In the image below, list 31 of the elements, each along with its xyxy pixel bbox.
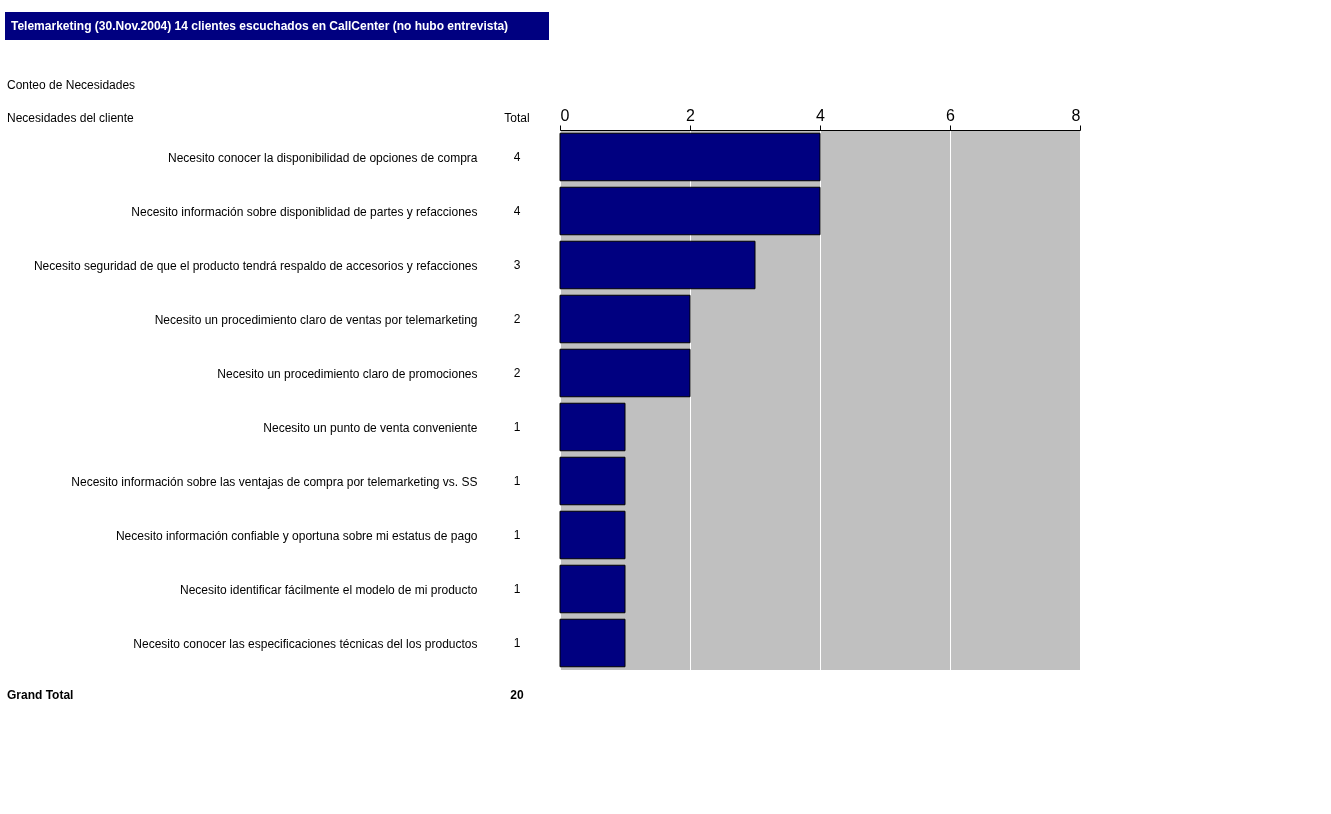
y-axis-title: Necesidades del cliente (7, 111, 135, 125)
y-tick-label: Necesito un punto de venta conveniente (263, 420, 478, 435)
text: 20 (510, 688, 524, 702)
data-label: 1 (513, 420, 521, 434)
data-label: 3 (513, 258, 521, 272)
x-tick-label: 0 (560, 106, 570, 124)
x-axis-title: Total (504, 111, 530, 125)
data-label: 2 (513, 312, 521, 326)
y-tick-label: Necesito seguridad de que el producto tendrá respaldo de accesorios y refacciones (33, 258, 478, 273)
x-tick-label: 6 (946, 106, 956, 124)
y-tick-label: Necesito información sobre las ventajas de compra por telemarketing vs. SS (71, 474, 478, 489)
data-label: 4 (513, 150, 521, 164)
x-tick-label: 2 (686, 106, 696, 124)
text: Conteo de Necesidades (7, 78, 136, 92)
data-label: 1 (513, 636, 521, 650)
y-tick-label: Necesito conocer las especificaciones técnicas del los productos (133, 636, 478, 651)
y-tick-label: Necesito un procedimiento claro de ventas por telemarketing (154, 312, 478, 327)
data-label: 2 (513, 366, 521, 380)
y-tick-label: Necesito información sobre disponiblidad de partes y refacciones (131, 204, 478, 219)
y-tick-label: Necesito información confiable y oportuna sobre mi estatus de pago (115, 528, 478, 543)
y-tick-label: Necesito conocer la disponibilidad de opciones de compra (167, 150, 478, 165)
x-tick-label: 4 (816, 106, 826, 124)
data-label: 4 (513, 204, 521, 218)
y-tick-label: Necesito un procedimiento claro de promociones (217, 366, 478, 381)
data-label: 1 (513, 582, 521, 596)
data-label: 1 (513, 528, 521, 542)
y-tick-label: Necesito identificar fácilmente el modelo de mi producto (180, 582, 478, 597)
x-tick-label: 8 (1071, 106, 1081, 124)
text: Grand Total (7, 688, 74, 702)
text: Telemarketing (30.Nov.2004) 14 clientes escuchados en CallCenter (no hubo entrevista) (11, 19, 509, 33)
data-label: 1 (513, 474, 521, 488)
